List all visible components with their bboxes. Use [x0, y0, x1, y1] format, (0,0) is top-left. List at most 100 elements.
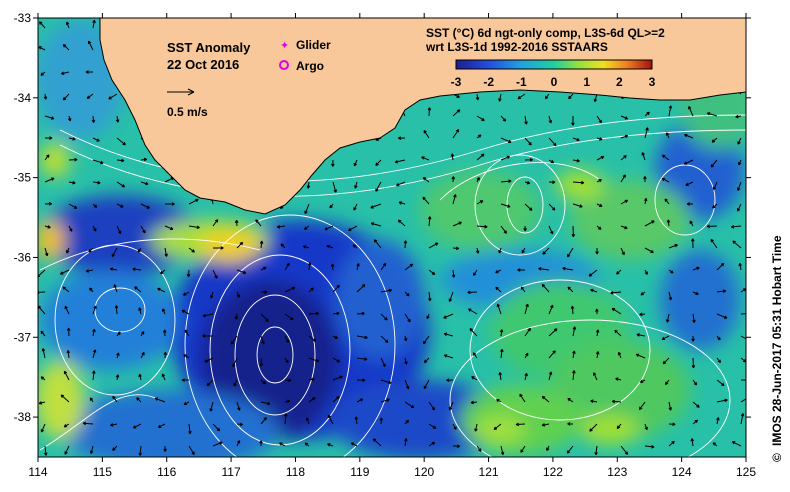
current-arrow	[255, 219, 262, 227]
current-arrow	[404, 357, 408, 365]
current-arrow	[422, 335, 430, 345]
product-title-line1: SST (°C) 6d ngt-only comp, L3S-6d QL>=2	[426, 26, 665, 40]
current-arrow	[159, 269, 166, 275]
current-arrow	[403, 335, 408, 342]
y-tick-label: -35	[14, 171, 32, 185]
current-arrow	[476, 153, 485, 161]
current-arrow	[443, 332, 454, 337]
current-arrow	[157, 287, 166, 293]
current-arrow	[644, 423, 648, 431]
current-arrow	[668, 440, 675, 447]
current-arrow	[428, 242, 439, 249]
current-arrow	[92, 349, 97, 359]
current-arrow	[332, 335, 339, 339]
current-arrow	[644, 111, 650, 117]
current-arrow	[162, 329, 167, 337]
current-arrow	[259, 357, 263, 367]
current-arrow	[116, 203, 124, 208]
current-arrow	[308, 377, 315, 382]
sst-field	[38, 18, 746, 457]
current-arrow	[140, 225, 146, 234]
current-arrow	[66, 349, 71, 359]
current-arrow	[164, 202, 175, 206]
current-arrow	[595, 308, 599, 315]
current-arrow	[109, 267, 118, 271]
current-arrow	[572, 350, 576, 359]
current-arrow	[68, 137, 76, 141]
current-arrow	[731, 441, 742, 447]
current-arrow	[596, 137, 603, 141]
side-caption: IMOS 28-Jun-2017 05:31 Hobart Time	[770, 235, 784, 446]
current-arrow	[375, 159, 382, 166]
current-arrow	[116, 137, 126, 146]
current-arrow	[63, 370, 70, 381]
current-arrow	[736, 203, 742, 212]
current-arrow	[712, 203, 718, 209]
current-arrow	[548, 115, 553, 124]
x-tick-label: 119	[350, 465, 369, 479]
current-arrow	[730, 224, 742, 229]
current-arrow	[500, 225, 507, 234]
current-arrow	[116, 225, 122, 235]
colorbar-tick-label: -3	[451, 75, 462, 89]
current-arrow	[500, 179, 512, 184]
current-arrow	[448, 401, 454, 411]
current-arrow	[712, 442, 718, 447]
current-arrow	[68, 180, 76, 185]
current-arrow	[370, 203, 382, 209]
current-arrow	[448, 291, 454, 303]
current-arrow	[615, 377, 622, 381]
x-tick-label: 115	[93, 465, 112, 479]
current-arrow	[661, 154, 670, 161]
current-arrow	[108, 93, 118, 100]
current-arrow	[140, 181, 149, 186]
x-tick-label: 123	[607, 465, 627, 479]
current-arrow	[500, 203, 511, 208]
current-arrow	[115, 374, 120, 381]
current-arrow	[572, 370, 576, 381]
current-arrow	[665, 132, 670, 139]
current-arrow	[307, 262, 312, 271]
current-arrow	[423, 130, 430, 139]
current-arrow	[380, 313, 388, 321]
current-arrow	[738, 262, 742, 271]
y-tick-label: -37	[14, 330, 32, 344]
current-arrow	[326, 244, 334, 249]
current-arrow	[236, 291, 240, 298]
current-arrow	[476, 177, 480, 183]
current-arrow	[280, 243, 286, 249]
current-arrow	[706, 112, 718, 117]
current-arrow	[284, 313, 294, 321]
x-tick-label: 114	[28, 465, 47, 479]
current-arrow	[284, 262, 290, 271]
current-arrow	[304, 203, 310, 215]
current-arrow	[611, 307, 622, 315]
y-tick-label: -34	[14, 91, 32, 105]
current-arrow	[354, 416, 359, 425]
current-arrow	[380, 379, 392, 385]
current-arrow	[595, 247, 599, 255]
argo-legend: Argo	[279, 59, 324, 73]
current-arrow	[92, 203, 98, 208]
current-arrow	[89, 445, 94, 454]
current-arrow	[397, 219, 406, 227]
current-arrow	[596, 203, 603, 208]
current-arrow	[452, 129, 460, 139]
current-arrow	[332, 396, 340, 403]
current-arrow	[39, 21, 46, 29]
current-arrow	[451, 269, 456, 278]
current-arrow	[422, 196, 430, 205]
current-arrow	[664, 379, 670, 386]
current-arrow	[571, 115, 575, 126]
current-arrow	[116, 331, 121, 337]
current-arrow	[116, 352, 120, 359]
current-arrow	[590, 399, 598, 403]
current-arrow	[716, 357, 722, 364]
current-arrow	[493, 423, 502, 430]
current-arrow	[44, 154, 50, 161]
current-arrow	[380, 288, 393, 293]
current-arrow	[639, 379, 646, 383]
current-arrow	[188, 198, 199, 205]
current-arrow	[236, 422, 244, 427]
